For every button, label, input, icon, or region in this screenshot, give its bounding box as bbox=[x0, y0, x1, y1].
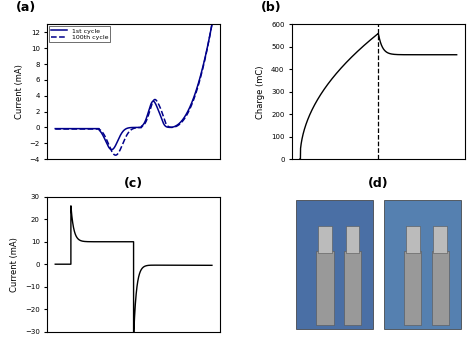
1st cycle bbox=[128, 125, 134, 129]
Bar bbox=[406, 227, 419, 253]
100th cycle bbox=[209, 22, 215, 27]
100th cycle bbox=[60, 127, 66, 131]
100th cycle bbox=[176, 123, 182, 127]
Bar bbox=[346, 227, 359, 253]
1st cycle bbox=[60, 127, 66, 131]
1st cycle bbox=[53, 127, 58, 131]
1st cycle bbox=[109, 148, 115, 152]
Bar bbox=[296, 200, 373, 329]
Bar bbox=[316, 251, 334, 325]
Text: (c): (c) bbox=[124, 177, 143, 190]
Text: (b): (b) bbox=[261, 1, 282, 14]
100th cycle bbox=[113, 153, 118, 157]
Bar bbox=[432, 251, 449, 325]
100th cycle bbox=[205, 46, 210, 50]
1st cycle bbox=[205, 45, 210, 49]
Bar bbox=[404, 251, 421, 325]
100th cycle bbox=[205, 46, 210, 50]
Text: (d): (d) bbox=[368, 177, 389, 190]
1st cycle bbox=[205, 45, 210, 49]
Legend: 1st cycle, 100th cycle: 1st cycle, 100th cycle bbox=[49, 26, 110, 42]
1st cycle bbox=[209, 22, 215, 27]
Line: 100th cycle: 100th cycle bbox=[55, 24, 212, 155]
100th cycle bbox=[53, 127, 58, 131]
Bar bbox=[383, 200, 461, 329]
Bar bbox=[318, 227, 332, 253]
Y-axis label: Current (mA): Current (mA) bbox=[15, 64, 24, 119]
1st cycle bbox=[176, 122, 182, 126]
100th cycle bbox=[125, 132, 130, 136]
Y-axis label: Current (mA): Current (mA) bbox=[10, 237, 19, 292]
1st cycle bbox=[125, 126, 130, 130]
Line: 1st cycle: 1st cycle bbox=[55, 24, 212, 150]
Bar bbox=[434, 227, 447, 253]
Text: (a): (a) bbox=[17, 1, 36, 14]
100th cycle bbox=[128, 127, 134, 132]
Y-axis label: Charge (mC): Charge (mC) bbox=[256, 65, 265, 119]
Bar bbox=[344, 251, 361, 325]
